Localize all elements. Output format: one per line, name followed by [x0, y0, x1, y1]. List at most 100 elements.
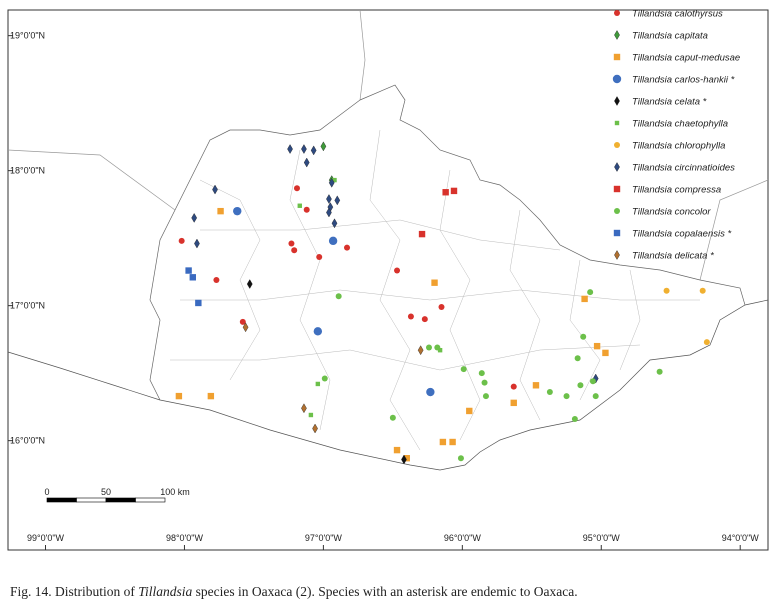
caption-text: Tillandsia [138, 584, 192, 599]
point [481, 379, 488, 386]
point [449, 438, 456, 446]
legend-symbol [614, 30, 620, 40]
point [308, 412, 314, 418]
legend-label: Tillandsia carlos-hankii * [632, 75, 735, 86]
legend-label: Tillandsia caput-medusae [632, 53, 740, 64]
legend-symbol [612, 74, 622, 84]
lon-label: 97°0'0"W [305, 533, 343, 543]
map-background [7, 9, 769, 471]
oaxaca-border [359, 84, 746, 306]
point [213, 277, 220, 283]
point [407, 313, 414, 320]
legend-label: Tillandsia concolor [632, 207, 711, 218]
legend-symbol [613, 229, 621, 237]
point [315, 381, 321, 387]
coastline [7, 299, 769, 471]
legend-label: Tillandsia chaetophylla [632, 119, 728, 130]
legend-label: Tillandsia chlorophylla [632, 141, 725, 152]
point [587, 289, 594, 296]
point [287, 144, 293, 154]
lon-label: 96°0'0"W [444, 533, 482, 543]
legend-symbol [614, 120, 620, 126]
point [242, 322, 249, 333]
point [328, 177, 335, 188]
point [316, 254, 323, 261]
lat-label: 19°0'0"N [10, 31, 45, 41]
point [460, 366, 467, 373]
point [293, 185, 300, 192]
point [303, 157, 310, 168]
point [301, 144, 307, 154]
point [212, 184, 218, 195]
point [703, 339, 710, 346]
legend-label: Tillandsia compressa [632, 185, 721, 196]
scale-label: 100 km [160, 487, 190, 497]
point [426, 387, 435, 397]
legend-symbol [614, 142, 620, 148]
legend-symbol [614, 208, 620, 214]
point [207, 392, 215, 400]
lat-label: 18°0'0"N [10, 166, 45, 176]
point [394, 267, 401, 274]
point [602, 349, 609, 357]
point [546, 389, 553, 396]
point [699, 287, 706, 294]
point [297, 203, 302, 208]
legend-symbol [614, 10, 620, 16]
point [246, 279, 253, 289]
point [195, 299, 202, 307]
point [189, 274, 196, 281]
point [571, 416, 578, 423]
point [434, 344, 441, 351]
point [335, 293, 342, 300]
point [217, 207, 224, 215]
scale-segment [76, 497, 107, 503]
point [312, 423, 318, 434]
municipal-boundaries [170, 129, 700, 451]
point [185, 267, 192, 274]
point [439, 438, 447, 446]
point [418, 230, 426, 238]
lat-label: 16°0'0"N [10, 436, 45, 446]
point [313, 327, 323, 336]
point [417, 345, 424, 356]
state-border [7, 149, 176, 211]
legend-label: Tillandsia delicata * [632, 251, 714, 262]
scale-segment [105, 497, 136, 503]
point [663, 287, 670, 294]
lat-label: 17°0'0"N [10, 301, 45, 311]
point [563, 393, 570, 400]
lon-label: 98°0'0"W [166, 533, 204, 543]
caption-text: Fig. 14. Distribution of [10, 584, 138, 599]
point [431, 279, 438, 286]
point [466, 407, 473, 415]
point [332, 177, 337, 183]
legend-label: Tillandsia capitata [632, 31, 708, 42]
oaxaca-border [149, 99, 361, 401]
point [580, 333, 587, 340]
caption-text: species in Oaxaca (2). Species with an a… [192, 584, 577, 599]
point [288, 240, 295, 247]
point [593, 342, 601, 350]
point [233, 206, 242, 216]
map-frame [7, 9, 769, 551]
point [574, 355, 581, 362]
legend-symbol [613, 53, 621, 61]
legend-symbol [613, 185, 621, 193]
point [442, 189, 449, 196]
point [326, 194, 332, 204]
point [510, 383, 517, 390]
point [401, 454, 407, 465]
scale-segment [46, 497, 77, 503]
point [421, 316, 428, 323]
point [303, 206, 310, 213]
point [532, 382, 540, 389]
point [310, 145, 317, 156]
point [320, 141, 327, 152]
scale-label: 50 [101, 487, 111, 497]
point [389, 414, 396, 421]
legend-label: Tillandsia celata * [632, 97, 707, 108]
point [425, 344, 432, 351]
caption: Fig. 14. Distribution of Tillandsia spec… [10, 584, 578, 599]
point [438, 304, 445, 310]
